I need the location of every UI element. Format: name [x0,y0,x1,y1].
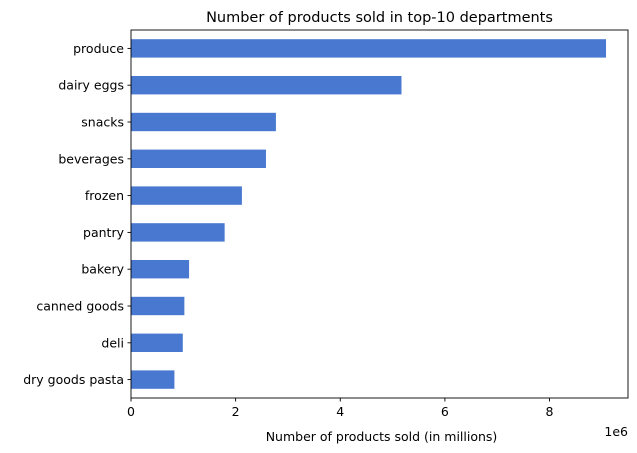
x-tick-label: 2 [232,404,240,419]
y-tick-label: deli [101,335,124,350]
x-axis-offset-text: 1e6 [604,424,628,439]
x-tick-label: 6 [441,404,449,419]
y-tick-label: pantry [83,225,125,240]
bar-dry-goods-pasta [131,370,175,389]
chart-title: Number of products sold in top-10 depart… [206,10,553,26]
x-tick-label: 0 [127,404,135,419]
y-tick-label: bakery [81,262,124,277]
y-tick-label: dry goods pasta [23,372,124,387]
bar-dairy-eggs [131,76,402,95]
y-tick-label: dairy eggs [58,78,124,93]
x-axis-label: Number of products sold (in millions) [266,429,498,444]
y-tick-label: produce [73,41,124,56]
bar-canned-goods [131,296,185,316]
axes-frame [130,29,629,399]
bar-frozen [131,186,242,205]
bars-layer [131,39,607,389]
bar-snacks [131,112,276,132]
bar-produce [131,39,607,58]
y-tick-label: frozen [85,188,124,203]
bar-deli [131,333,183,352]
y-tick-label: snacks [81,115,124,130]
bar-pantry [131,223,225,242]
y-tick-label: beverages [58,151,124,166]
x-tick-label: 8 [546,404,554,419]
y-axis: produce dairy eggs snacks beverages frozen pa… [23,41,131,387]
bar-beverages [131,149,266,168]
x-axis: 0 2 4 6 8 [127,398,554,419]
bar-bakery [131,260,190,279]
y-tick-label: canned goods [36,299,124,314]
x-tick-label: 4 [336,404,344,419]
